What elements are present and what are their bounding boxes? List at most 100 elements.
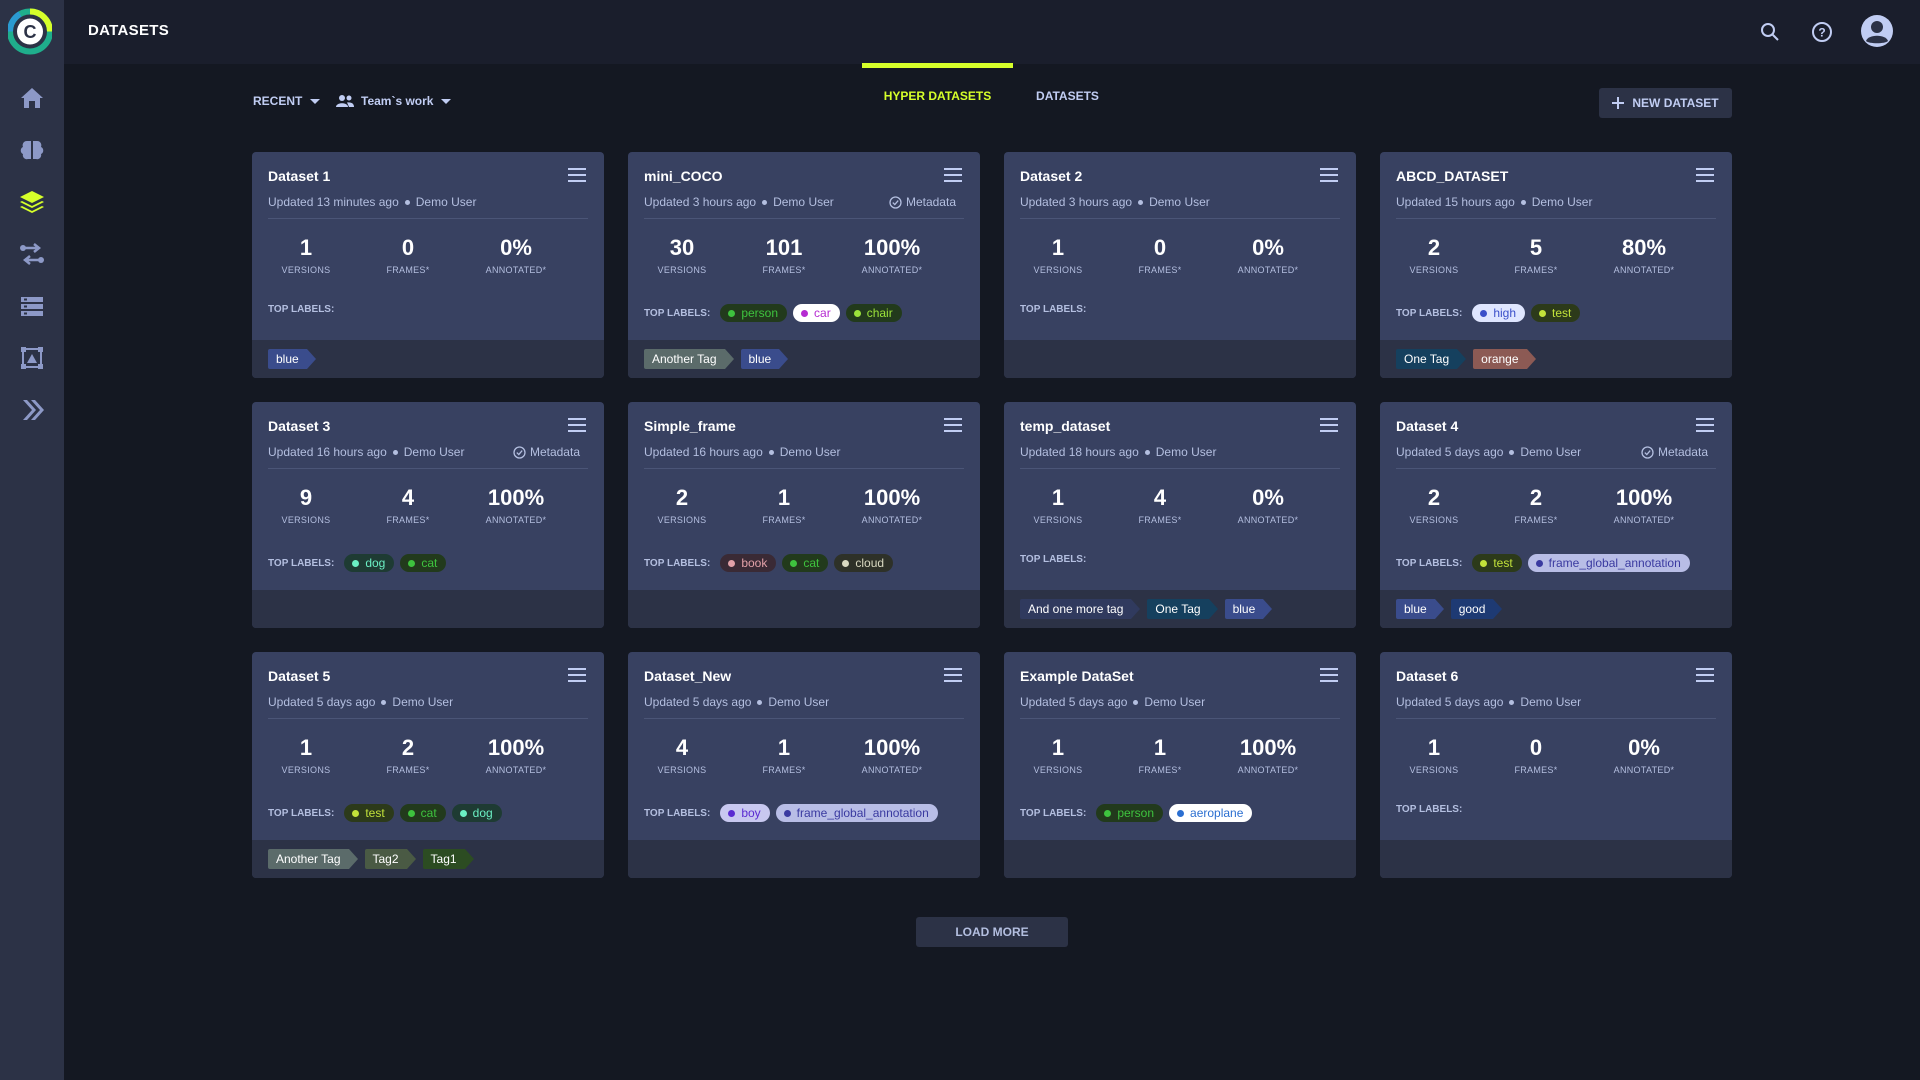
tag[interactable]: Another Tag	[644, 349, 733, 369]
label-dot-icon	[408, 559, 416, 567]
menu-icon[interactable]	[568, 668, 586, 682]
stat-label: FRAMES*	[386, 765, 430, 775]
reports-icon[interactable]	[14, 288, 50, 324]
user-name: Demo User	[768, 695, 830, 709]
tag[interactable]: And one more tag	[1020, 599, 1141, 619]
stat-versions: 2 VERSIONS	[632, 486, 732, 526]
dataset-card[interactable]: Dataset_New Updated 5 days ago Demo User 4 V…	[628, 652, 980, 878]
stat-annotated: 100% ANNOTATED*	[466, 736, 566, 776]
label-chip[interactable]: cat	[400, 554, 447, 572]
label-dot-icon	[459, 809, 467, 817]
label-chip[interactable]: car	[793, 304, 840, 322]
brain-icon[interactable]	[14, 132, 50, 168]
label-chip[interactable]: cat	[399, 804, 446, 822]
menu-icon[interactable]	[1320, 168, 1338, 182]
tag[interactable]: One Tag	[1147, 599, 1218, 619]
menu-icon[interactable]	[1696, 168, 1714, 182]
tag[interactable]: Another Tag	[268, 849, 357, 869]
deploy-icon[interactable]	[14, 392, 50, 428]
updated-text: Updated 5 days ago	[1396, 695, 1504, 709]
stat-versions: 4 VERSIONS	[632, 735, 732, 776]
tag[interactable]: blue	[1224, 599, 1272, 619]
dataset-card[interactable]: Dataset 4 Updated 5 days ago Demo User Meta…	[1380, 402, 1732, 628]
menu-icon[interactable]	[568, 418, 586, 432]
dataset-card[interactable]: Simple_frame Updated 16 hours ago Demo Use…	[628, 402, 980, 628]
label-chip[interactable]: person	[720, 304, 788, 322]
label-chip[interactable]: high	[1472, 304, 1525, 322]
label-chip[interactable]: dog	[451, 804, 502, 822]
label-dot-icon	[407, 809, 415, 817]
new-dataset-button[interactable]: NEW DATASET	[1599, 88, 1732, 118]
label-chip[interactable]: boy	[720, 804, 770, 822]
menu-icon[interactable]	[568, 168, 586, 182]
tag[interactable]: good	[1450, 599, 1503, 619]
menu-icon[interactable]	[1320, 418, 1338, 432]
stat-value: 4	[675, 735, 689, 760]
dataset-card[interactable]: Dataset 3 Updated 16 hours ago Demo User Me…	[252, 402, 604, 628]
load-more-button[interactable]: LOAD MORE	[916, 917, 1068, 947]
label-chip[interactable]: aeroplane	[1169, 804, 1253, 822]
annotation-icon[interactable]	[14, 340, 50, 376]
label-text: book	[741, 556, 768, 570]
dataset-card[interactable]: Example DataSet Updated 5 days ago Demo Us…	[1004, 652, 1356, 878]
label-chip[interactable]: frame_global_annotation	[775, 804, 938, 822]
stat-frames: 2 FRAMES*	[1486, 486, 1586, 526]
tags-footer	[628, 590, 980, 628]
tag[interactable]: blue	[740, 349, 788, 369]
label-chip[interactable]: chair	[845, 304, 902, 322]
label-chip[interactable]: cloud	[834, 554, 894, 572]
menu-icon[interactable]	[944, 668, 962, 682]
tag[interactable]: blue	[1396, 599, 1444, 619]
user-avatar-icon[interactable]	[1860, 14, 1894, 48]
label-chip[interactable]: cat	[782, 554, 829, 572]
menu-icon[interactable]	[1696, 668, 1714, 682]
dataset-card[interactable]: Dataset 5 Updated 5 days ago Demo User 1 VER…	[252, 652, 604, 878]
top-labels: TOP LABELS: dog cat	[268, 554, 447, 572]
stat-label: ANNOTATED*	[861, 765, 923, 775]
dataset-card[interactable]: Dataset 2 Updated 3 hours ago Demo User 1 VE…	[1004, 152, 1356, 378]
layers-icon[interactable]	[14, 184, 50, 220]
stat-value: 100%	[487, 485, 545, 510]
label-chip[interactable]: frame_global_annotation	[1527, 554, 1690, 572]
sort-dropdown[interactable]: RECENT	[253, 94, 321, 108]
user-name: Demo User	[779, 445, 841, 459]
home-icon[interactable]	[14, 80, 50, 116]
label-chip[interactable]: test	[1531, 304, 1581, 322]
dataset-card[interactable]: Dataset 6 Updated 5 days ago Demo User 1 VER…	[1380, 652, 1732, 878]
stat-value: 1	[777, 735, 791, 760]
menu-icon[interactable]	[1696, 418, 1714, 432]
dataset-card[interactable]: ABCD_DATASET Updated 15 hours ago Demo Use…	[1380, 152, 1732, 378]
tag[interactable]: blue	[268, 349, 316, 369]
label-dot-icon	[728, 809, 736, 817]
search-icon[interactable]	[1756, 18, 1784, 46]
label-chip[interactable]: person	[1096, 804, 1164, 822]
label-chip[interactable]: dog	[344, 554, 395, 572]
user-name: Demo User	[1144, 695, 1206, 709]
dataset-card[interactable]: mini_COCO Updated 3 hours ago Demo User Met…	[628, 152, 980, 378]
label-chip[interactable]: book	[720, 554, 777, 572]
label-chip[interactable]: test	[1472, 554, 1522, 572]
tab-datasets[interactable]: DATASETS	[1036, 89, 1099, 103]
dataset-card[interactable]: temp_dataset Updated 18 hours ago Demo Use…	[1004, 402, 1356, 628]
help-icon[interactable]: ?	[1808, 18, 1836, 46]
separator-dot	[1509, 699, 1515, 705]
menu-icon[interactable]	[1320, 668, 1338, 682]
menu-icon[interactable]	[944, 168, 962, 182]
svg-text:?: ?	[1818, 26, 1825, 40]
top-labels-caption: TOP LABELS:	[1020, 807, 1087, 819]
stat-annotated: 0% ANNOTATED*	[1594, 736, 1694, 776]
tag[interactable]: orange	[1473, 349, 1536, 369]
tab-hyper-datasets[interactable]: HYPER DATASETS	[862, 63, 1013, 103]
tag[interactable]: Tag1	[422, 849, 474, 869]
label-dot-icon	[352, 809, 360, 817]
label-chip[interactable]: test	[344, 804, 394, 822]
menu-icon[interactable]	[944, 418, 962, 432]
tag[interactable]: Tag2	[364, 849, 416, 869]
scope-dropdown[interactable]: Team`s work	[335, 94, 452, 108]
tag[interactable]: One Tag	[1396, 349, 1467, 369]
metadata-indicator: Metadata	[889, 195, 956, 209]
clearml-logo-icon[interactable]: C	[8, 8, 52, 55]
dataset-card[interactable]: Dataset 1 Updated 13 minutes ago Demo User…	[252, 152, 604, 378]
pipelines-icon[interactable]	[14, 236, 50, 272]
dataset-updated: Updated 3 hours ago Demo User	[644, 195, 834, 209]
